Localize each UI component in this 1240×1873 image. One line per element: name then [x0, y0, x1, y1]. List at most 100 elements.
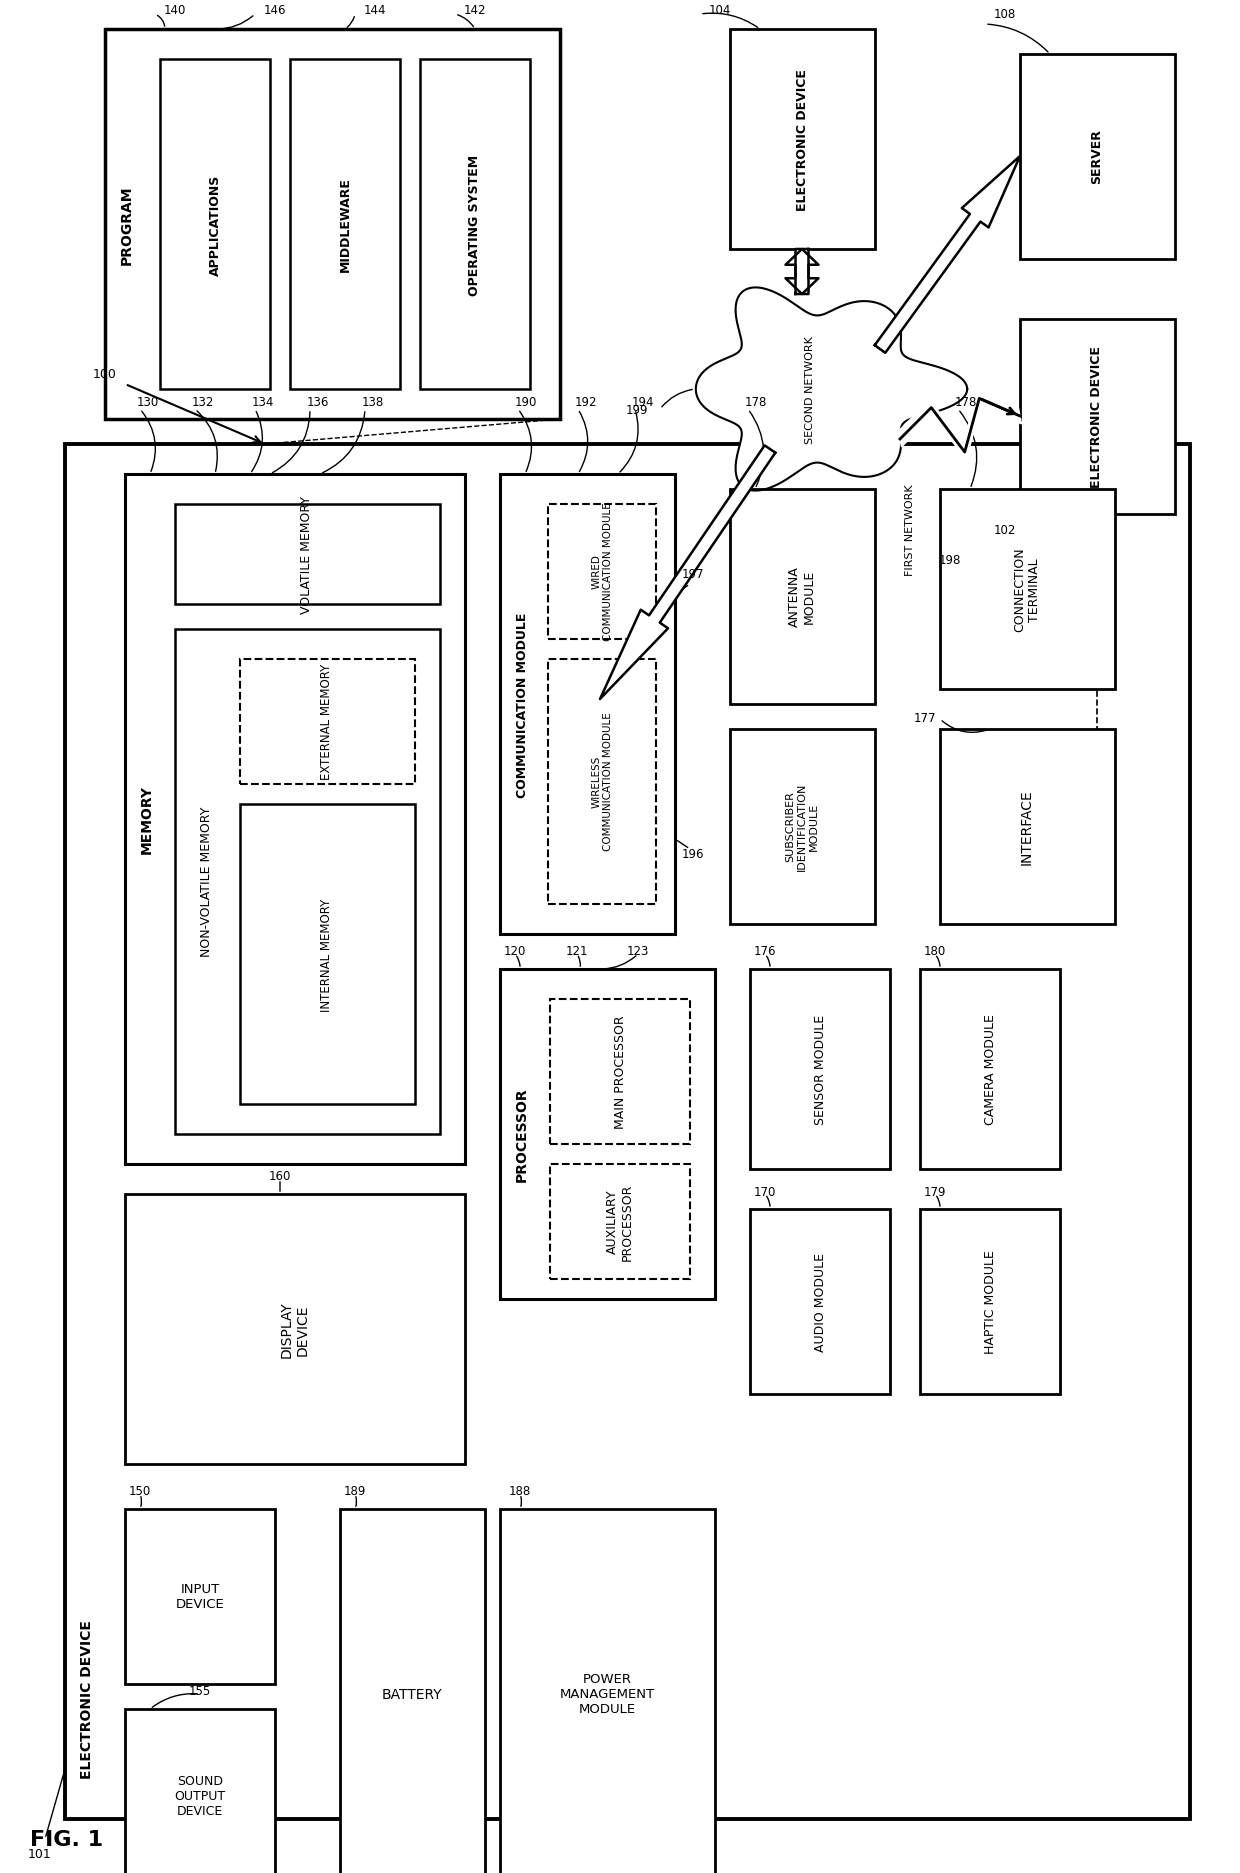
Text: 101: 101 — [29, 1847, 52, 1860]
Text: 134: 134 — [252, 395, 274, 408]
Text: DISPLAY
DEVICE: DISPLAY DEVICE — [280, 1302, 310, 1358]
Text: ELECTRONIC DEVICE: ELECTRONIC DEVICE — [81, 1620, 94, 1779]
Text: MEMORY: MEMORY — [140, 785, 154, 854]
Text: SERVER: SERVER — [1090, 129, 1104, 184]
Polygon shape — [696, 288, 967, 491]
Text: 150: 150 — [129, 1485, 151, 1498]
FancyBboxPatch shape — [500, 1510, 715, 1873]
Text: 188: 188 — [508, 1485, 531, 1498]
Text: AUDIO MODULE: AUDIO MODULE — [813, 1251, 827, 1350]
FancyBboxPatch shape — [241, 659, 415, 785]
Text: SOUND
OUTPUT
DEVICE: SOUND OUTPUT DEVICE — [175, 1774, 226, 1817]
Text: 100: 100 — [93, 369, 117, 382]
Text: WIRED
COMMUNICATION MODULE: WIRED COMMUNICATION MODULE — [591, 502, 613, 641]
Text: 170: 170 — [754, 1186, 776, 1199]
Text: HAPTIC MODULE: HAPTIC MODULE — [983, 1249, 997, 1352]
Text: 178: 178 — [745, 395, 768, 408]
Text: EXTERNAL MEMORY: EXTERNAL MEMORY — [320, 663, 334, 779]
Text: ANTENNA
MODULE: ANTENNA MODULE — [787, 566, 816, 627]
Text: BATTERY: BATTERY — [382, 1688, 443, 1701]
FancyBboxPatch shape — [548, 659, 656, 905]
Text: 189: 189 — [343, 1485, 366, 1498]
FancyBboxPatch shape — [175, 504, 440, 605]
FancyBboxPatch shape — [548, 504, 656, 641]
Text: 192: 192 — [575, 395, 598, 408]
Text: 146: 146 — [264, 4, 286, 17]
FancyBboxPatch shape — [940, 730, 1115, 925]
Text: 176: 176 — [754, 946, 776, 957]
Text: 178: 178 — [955, 395, 977, 408]
FancyBboxPatch shape — [551, 1165, 689, 1279]
FancyBboxPatch shape — [750, 1210, 890, 1394]
Text: CAMERA MODULE: CAMERA MODULE — [983, 1013, 997, 1126]
Text: PROCESSOR: PROCESSOR — [515, 1086, 529, 1182]
Text: 140: 140 — [164, 4, 186, 17]
Text: WIRELESS
COMMUNICATION MODULE: WIRELESS COMMUNICATION MODULE — [591, 712, 613, 850]
Text: 177: 177 — [914, 712, 936, 725]
Text: 123: 123 — [626, 946, 650, 957]
Text: COMMUNICATION MODULE: COMMUNICATION MODULE — [516, 612, 528, 798]
FancyBboxPatch shape — [125, 474, 465, 1165]
Text: 194: 194 — [631, 395, 655, 408]
Text: 180: 180 — [924, 946, 946, 957]
Text: FIG. 1: FIG. 1 — [30, 1830, 103, 1849]
Text: 130: 130 — [136, 395, 159, 408]
Polygon shape — [874, 157, 1021, 354]
Text: 155: 155 — [188, 1684, 211, 1697]
Text: MIDDLEWARE: MIDDLEWARE — [339, 178, 351, 272]
FancyBboxPatch shape — [64, 444, 1190, 1819]
FancyBboxPatch shape — [420, 60, 529, 390]
Text: 108: 108 — [994, 9, 1016, 21]
Text: POWER
MANAGEMENT
MODULE: POWER MANAGEMENT MODULE — [559, 1673, 655, 1716]
Polygon shape — [899, 391, 1022, 461]
FancyBboxPatch shape — [175, 629, 440, 1135]
FancyBboxPatch shape — [920, 970, 1060, 1169]
Text: 199: 199 — [625, 403, 649, 416]
FancyBboxPatch shape — [125, 1708, 275, 1873]
Text: 132: 132 — [192, 395, 215, 408]
Polygon shape — [785, 249, 818, 294]
Text: 190: 190 — [515, 395, 537, 408]
FancyBboxPatch shape — [730, 30, 875, 249]
Text: VOLATILE MEMORY: VOLATILE MEMORY — [300, 496, 314, 614]
Text: 179: 179 — [924, 1186, 946, 1199]
FancyBboxPatch shape — [241, 805, 415, 1105]
Text: PROGRAM: PROGRAM — [120, 185, 134, 264]
Text: SUBSCRIBER
IDENTIFICATION
MODULE: SUBSCRIBER IDENTIFICATION MODULE — [785, 783, 818, 871]
Text: 120: 120 — [503, 946, 526, 957]
FancyBboxPatch shape — [730, 730, 875, 925]
FancyBboxPatch shape — [340, 1510, 485, 1873]
Text: 198: 198 — [939, 553, 961, 566]
Polygon shape — [600, 446, 775, 701]
Text: ELECTRONIC DEVICE: ELECTRONIC DEVICE — [796, 69, 808, 212]
FancyBboxPatch shape — [290, 60, 401, 390]
Text: AUXILIARY
PROCESSOR: AUXILIARY PROCESSOR — [606, 1182, 634, 1261]
Text: APPLICATIONS: APPLICATIONS — [208, 174, 222, 275]
Text: SECOND NETWORK: SECOND NETWORK — [805, 335, 815, 444]
Text: 196: 196 — [682, 848, 704, 862]
FancyBboxPatch shape — [125, 1195, 465, 1465]
Text: 136: 136 — [306, 395, 329, 408]
FancyBboxPatch shape — [750, 970, 890, 1169]
Text: 142: 142 — [464, 4, 486, 17]
Text: INTERFACE: INTERFACE — [1021, 789, 1034, 865]
Text: 102: 102 — [993, 523, 1017, 536]
Text: 121: 121 — [565, 946, 588, 957]
FancyBboxPatch shape — [920, 1210, 1060, 1394]
FancyBboxPatch shape — [500, 970, 715, 1300]
FancyBboxPatch shape — [160, 60, 270, 390]
Text: 160: 160 — [269, 1171, 291, 1184]
Text: INPUT
DEVICE: INPUT DEVICE — [176, 1583, 224, 1611]
Text: MAIN PROCESSOR: MAIN PROCESSOR — [614, 1015, 626, 1128]
FancyBboxPatch shape — [730, 489, 875, 704]
Text: INTERNAL MEMORY: INTERNAL MEMORY — [320, 897, 334, 1011]
Polygon shape — [785, 249, 818, 294]
FancyBboxPatch shape — [1021, 320, 1176, 515]
FancyBboxPatch shape — [105, 30, 560, 420]
FancyBboxPatch shape — [940, 489, 1115, 689]
Text: SENSOR MODULE: SENSOR MODULE — [813, 1015, 827, 1124]
Text: 197: 197 — [682, 568, 704, 581]
Text: CONNECTION
TERMINAL: CONNECTION TERMINAL — [1013, 547, 1042, 631]
Text: 104: 104 — [709, 4, 732, 17]
FancyBboxPatch shape — [1021, 54, 1176, 260]
